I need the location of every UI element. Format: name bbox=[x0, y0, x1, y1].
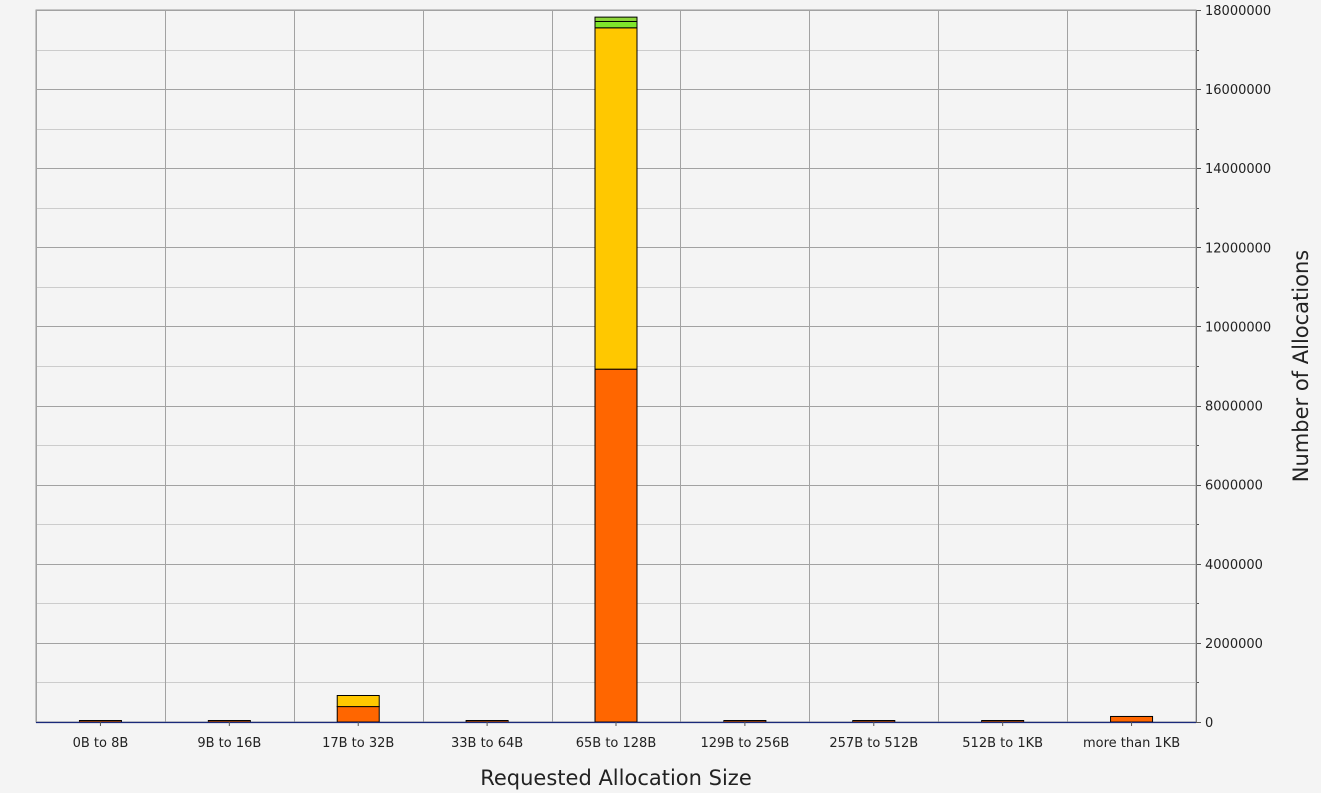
y-axis-title: Number of Allocations bbox=[1289, 250, 1313, 482]
bar-segment bbox=[594, 27, 638, 370]
y-tick-label: 0 bbox=[1205, 716, 1213, 731]
bar-segment bbox=[594, 20, 638, 29]
y-tick-label: 2000000 bbox=[1205, 637, 1263, 652]
x-tick-label: 512B to 1KB bbox=[962, 736, 1043, 751]
x-axis-title: Requested Allocation Size bbox=[480, 766, 752, 790]
bar-segment bbox=[465, 720, 509, 723]
bar-segment bbox=[336, 706, 380, 723]
bars bbox=[78, 16, 1154, 723]
bar-segment bbox=[852, 720, 896, 723]
x-tick-label: 65B to 128B bbox=[576, 736, 657, 751]
y-tick-label: 10000000 bbox=[1205, 320, 1271, 335]
x-tick-label: 9B to 16B bbox=[197, 736, 261, 751]
bar-segment bbox=[78, 720, 122, 723]
x-tick-label: 257B to 512B bbox=[829, 736, 918, 751]
bar-segment bbox=[1110, 715, 1154, 723]
x-tick-label: 17B to 32B bbox=[322, 736, 394, 751]
bar-segment bbox=[594, 16, 638, 22]
y-tick-label: 6000000 bbox=[1205, 479, 1263, 494]
bar-segment bbox=[723, 720, 767, 723]
axes: 0B to 8B 9B to 16B 17B to 32B 33B to 64B 65B… bbox=[36, 4, 1271, 751]
y-tick-label: 18000000 bbox=[1205, 4, 1271, 19]
x-tick-label: 129B to 256B bbox=[700, 736, 789, 751]
bar-segment bbox=[207, 720, 251, 723]
x-tick-label: 33B to 64B bbox=[451, 736, 523, 751]
y-tick-label: 4000000 bbox=[1205, 558, 1263, 573]
y-tick-label: 14000000 bbox=[1205, 162, 1271, 177]
bar-segment bbox=[981, 720, 1025, 723]
y-tick-label: 16000000 bbox=[1205, 83, 1271, 98]
x-tick-label: 0B to 8B bbox=[73, 736, 129, 751]
bar-segment bbox=[594, 368, 638, 723]
x-tick-label: more than 1KB bbox=[1083, 736, 1180, 751]
y-tick-label: 8000000 bbox=[1205, 400, 1263, 415]
bar-segment bbox=[336, 694, 380, 708]
y-tick-label: 12000000 bbox=[1205, 241, 1271, 256]
